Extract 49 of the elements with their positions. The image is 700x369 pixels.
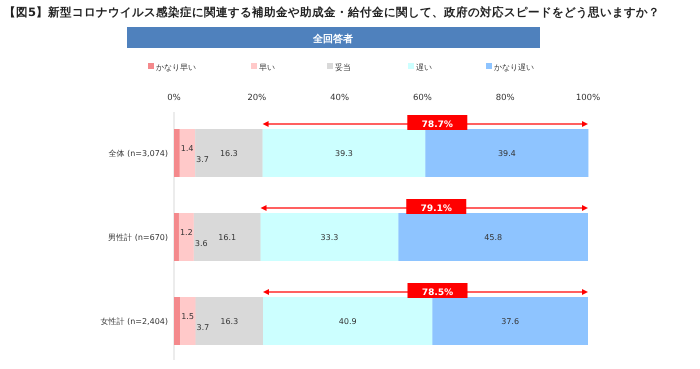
x-tick-label: 20% [247,93,266,103]
bar [194,213,261,261]
y-tick-label: 女性計 (n=2,404) [100,317,168,326]
legend-label: かなり遅い [494,63,534,72]
bar [174,213,179,261]
data-label: 16.3 [220,149,238,158]
data-label: 16.3 [220,317,238,326]
data-label: 37.6 [501,317,520,326]
bar [260,213,398,261]
data-label: 16.1 [218,233,236,242]
x-tick-label: 60% [412,93,432,103]
bar [178,213,194,261]
data-label: 3.7 [196,155,209,164]
data-label: 1.4 [180,144,194,153]
bar [196,297,264,345]
bar [262,129,426,177]
data-label: 1.5 [181,312,194,321]
data-label: 33.3 [320,233,338,242]
annotation: 78.7% [422,120,453,130]
annotation: 79.1% [420,204,452,214]
bar [432,297,588,345]
bar [398,213,588,261]
bar [180,297,196,345]
data-label: 3.7 [196,323,210,332]
data-label: 40.9 [338,317,357,326]
data-label: 39.4 [498,149,516,158]
bar [425,129,588,177]
bar [174,129,180,177]
x-tick-label: 40% [330,93,350,103]
y-tick-label: 全体 (n=3,074) [108,149,168,158]
data-label: 1.2 [180,228,193,237]
data-label: 39.3 [335,149,353,158]
chart-title: 【図5】新型コロナウイルス感染症に関連する補助金や助成金・給付金に関して、政府の対応スピードをどう思いますか？ [4,5,660,19]
bar [263,297,432,345]
x-tick-label: 100% [576,93,600,103]
legend-label: かなり早い [156,63,196,72]
annotation: 78.5% [422,288,454,298]
x-tick-label: 0% [167,93,181,103]
legend-label: 早い [259,63,275,72]
x-tick-label: 80% [496,93,515,103]
legend-label: 遅い [416,63,432,72]
bar [195,129,263,177]
y-tick-label: 男性計 (n=670) [108,233,168,242]
data-label: 45.8 [484,233,502,242]
data-label: 3.6 [194,239,208,248]
chart-subtitle: 全回答者 [312,33,353,45]
bar [174,297,180,345]
legend-label: 妥当 [335,63,351,72]
bar [180,129,196,177]
